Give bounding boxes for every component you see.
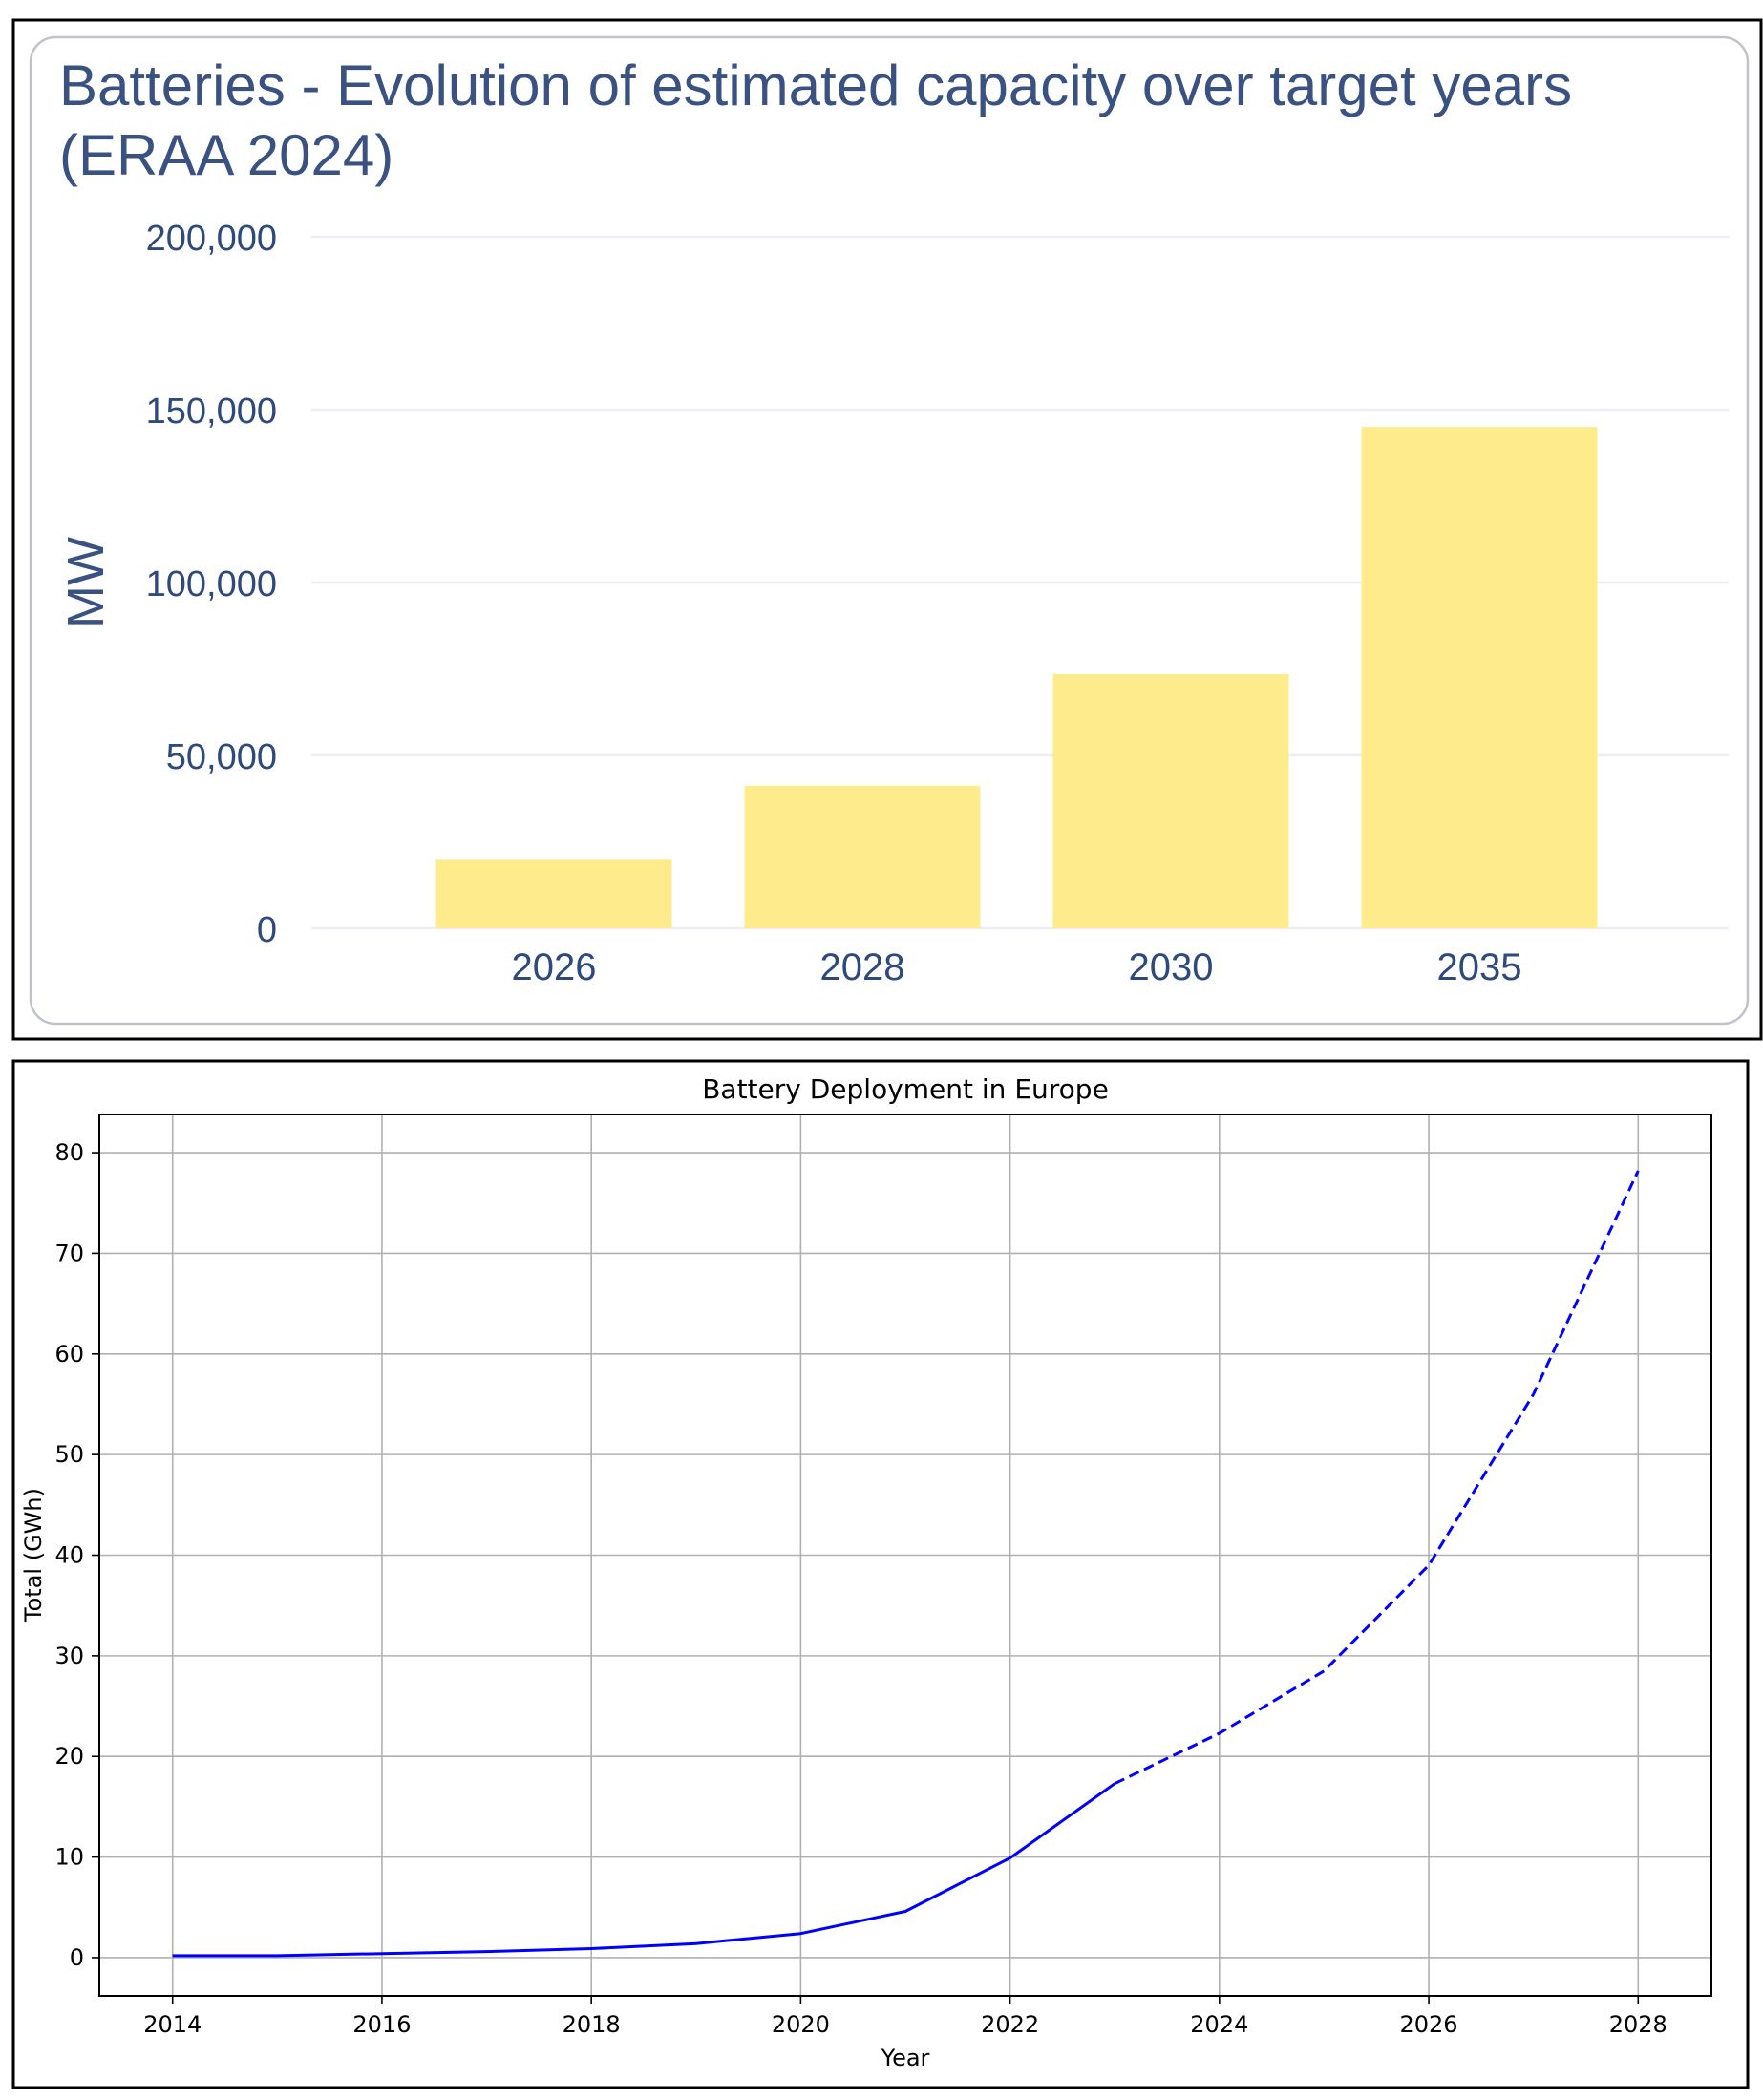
line-chart-xtick-label: 2014	[143, 2011, 202, 2038]
line-chart-ytick-label: 20	[54, 1743, 84, 1770]
line-series-projected	[1114, 1170, 1640, 1786]
bar-2035	[1361, 427, 1598, 929]
line-chart-ytick-label: 10	[54, 1844, 84, 1871]
line-chart-xlabel: Year	[881, 2045, 930, 2071]
line-chart-ytick-label: 0	[70, 1944, 84, 1971]
line-chart-ylabel: Total (GWh)	[20, 1488, 47, 1623]
bar-chart-ytick-label: 0	[257, 910, 277, 950]
bar-chart-ytick-label: 100,000	[146, 564, 277, 605]
line-chart-xtick-label: 2026	[1400, 2011, 1458, 2038]
bar-chart-xtick-label: 2026	[512, 946, 597, 988]
line-chart-ytick-label: 40	[54, 1542, 84, 1569]
line-chart-title: Battery Deployment in Europe	[702, 1073, 1109, 1105]
line-chart-xtick-label: 2022	[981, 2011, 1039, 2038]
line-chart-ytick-label: 60	[54, 1341, 84, 1368]
bar-chart-ytick-label: 200,000	[146, 219, 277, 259]
line-chart-ytick-label: 30	[54, 1643, 84, 1669]
bar-chart-ytick-label: 150,000	[146, 392, 277, 432]
line-chart-axes-frame	[98, 1114, 1712, 1997]
bar-chart-panel: Batteries - Evolution of estimated capac…	[11, 18, 1763, 1041]
line-chart-xtick-label: 2028	[1609, 2011, 1667, 2038]
bar-chart-xtick-label: 2035	[1437, 946, 1522, 988]
bar-2030	[1052, 673, 1289, 928]
bar-chart-ytick-label: 50,000	[166, 737, 277, 777]
line-chart-xtick-label: 2018	[563, 2011, 621, 2038]
bar-chart-title-line: (ERAA 2024)	[59, 123, 393, 187]
bar-2026	[435, 859, 672, 928]
line-chart-xtick-label: 2016	[352, 2011, 411, 2038]
bar-chart-xtick-label: 2030	[1129, 946, 1214, 988]
line-chart-outer-border	[11, 1059, 1750, 2089]
bar-2028	[744, 785, 981, 928]
bar-chart-title-line: Batteries - Evolution of estimated capac…	[59, 53, 1572, 117]
bar-chart-outer-border	[11, 18, 1763, 1041]
line-chart-xtick-label: 2024	[1190, 2011, 1248, 2038]
line-series-actual	[172, 1782, 1116, 1958]
line-chart-ytick-label: 80	[54, 1139, 84, 1166]
bar-chart-ylabel: MW	[57, 537, 115, 628]
line-chart-xtick-label: 2020	[772, 2011, 830, 2038]
line-chart-ytick-label: 70	[54, 1240, 84, 1266]
bar-chart-xtick-label: 2028	[820, 946, 905, 988]
bar-chart-card	[29, 35, 1750, 1026]
line-chart-panel: 2014 2016 2018 2020 2022 2024 2026 2028 0 10 20 30 4…	[11, 1059, 1750, 2089]
line-chart-ytick-label: 50	[54, 1441, 84, 1468]
